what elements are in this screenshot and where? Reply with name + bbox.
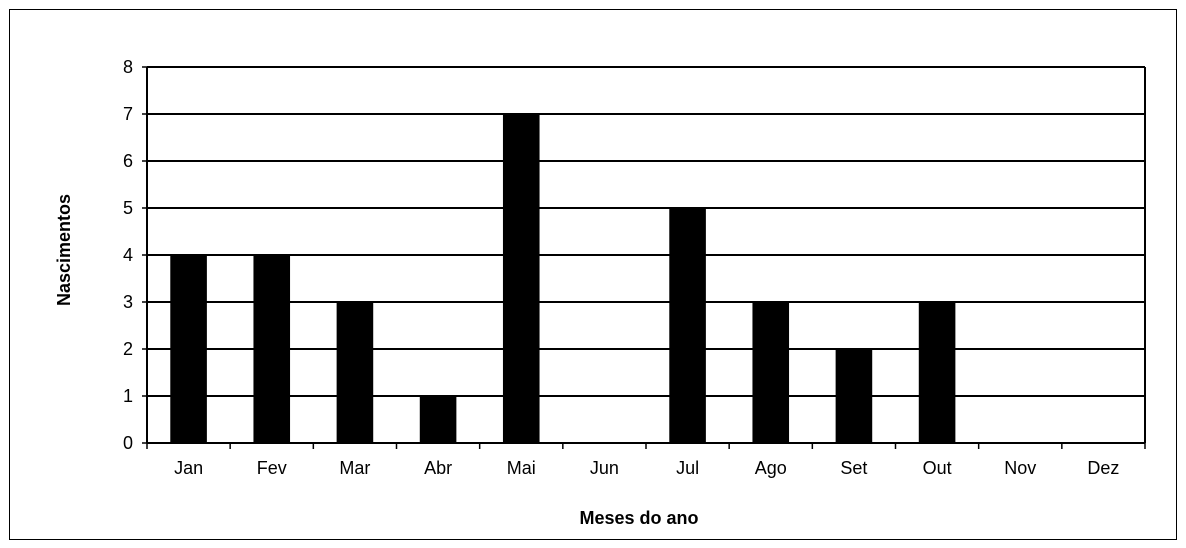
- bars: [170, 114, 956, 443]
- x-tick-label-jun: Jun: [590, 458, 619, 478]
- bar-jan: [170, 255, 207, 443]
- y-tick-label-7: 7: [123, 104, 133, 124]
- bar-ago: [752, 302, 790, 443]
- bar-fev: [253, 255, 291, 443]
- x-axis-title: Meses do ano: [579, 508, 698, 528]
- x-tick-label-ago: Ago: [755, 458, 787, 478]
- x-tick-labels: Jan Fev Mar Abr Mai Jun Jul Ago Set Out Nov Dez: [174, 458, 1119, 478]
- x-tick-label-fev: Fev: [257, 458, 287, 478]
- y-tick-label-4: 4: [123, 245, 133, 265]
- x-tick-label-mai: Mai: [507, 458, 536, 478]
- y-axis-title: Nascimentos: [54, 194, 74, 306]
- x-tick-label-dez: Dez: [1087, 458, 1119, 478]
- y-tick-label-8: 8: [123, 57, 133, 77]
- y-tick-label-2: 2: [123, 339, 133, 359]
- bar-jul: [669, 208, 706, 443]
- bar-set: [835, 349, 873, 443]
- y-tick-label-6: 6: [123, 151, 133, 171]
- x-tick-label-jan: Jan: [174, 458, 203, 478]
- bar-mar: [336, 302, 374, 443]
- bar-mai: [502, 114, 540, 443]
- y-tick-label-0: 0: [123, 433, 133, 453]
- x-tick-label-jul: Jul: [676, 458, 699, 478]
- y-tick-label-5: 5: [123, 198, 133, 218]
- axes: [142, 66, 1146, 449]
- x-tick-label-set: Set: [840, 458, 867, 478]
- gridlines: [147, 66, 1145, 397]
- x-tick-label-out: Out: [923, 458, 952, 478]
- x-tick-label-abr: Abr: [424, 458, 452, 478]
- x-tick-label-nov: Nov: [1004, 458, 1036, 478]
- x-tick-label-mar: Mar: [339, 458, 370, 478]
- y-tick-labels: 0 1 2 3 4 5 6 7 8: [123, 57, 133, 453]
- bar-out: [918, 302, 956, 443]
- y-tick-label-3: 3: [123, 292, 133, 312]
- y-tick-label-1: 1: [123, 386, 133, 406]
- bar-abr: [419, 396, 457, 443]
